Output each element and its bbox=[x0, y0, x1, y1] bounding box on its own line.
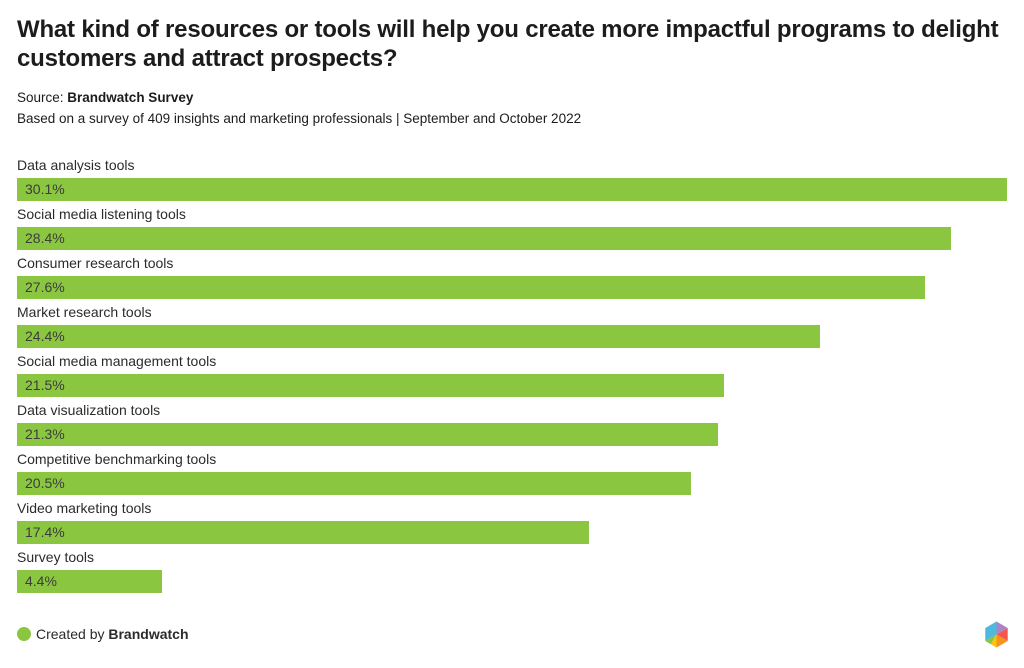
brandwatch-logo-icon bbox=[985, 621, 1008, 647]
chart-row: Competitive benchmarking tools 20.5% bbox=[17, 451, 1007, 495]
chart-row: Video marketing tools 17.4% bbox=[17, 500, 1007, 544]
chart-row: Consumer research tools 27.6% bbox=[17, 255, 1007, 299]
bar-value-label: 27.6% bbox=[25, 279, 65, 295]
bar-value-label: 20.5% bbox=[25, 475, 65, 491]
bar-value-label: 24.4% bbox=[25, 328, 65, 344]
bar-value-label: 4.4% bbox=[25, 573, 57, 589]
category-label: Data visualization tools bbox=[17, 402, 161, 418]
category-label: Competitive benchmarking tools bbox=[17, 451, 217, 467]
category-label: Consumer research tools bbox=[17, 255, 174, 271]
bar: 21.3% bbox=[17, 423, 718, 446]
page-title: What kind of resources or tools will hel… bbox=[17, 16, 999, 72]
category-label: Social media listening tools bbox=[17, 206, 186, 222]
source-name: Brandwatch Survey bbox=[67, 90, 194, 105]
bar-value-label: 30.1% bbox=[25, 181, 65, 197]
bar: 28.4% bbox=[17, 227, 952, 250]
created-by-label: Created by bbox=[36, 626, 105, 642]
category-label: Market research tools bbox=[17, 304, 152, 320]
category-label: Video marketing tools bbox=[17, 500, 152, 516]
bar-value-label: 28.4% bbox=[25, 230, 65, 246]
bar-value-label: 21.5% bbox=[25, 377, 65, 393]
bar-chart: Data analysis tools 30.1% Social media lis… bbox=[17, 157, 1007, 593]
category-label: Survey tools bbox=[17, 549, 95, 565]
survey-subtitle: Based on a survey of 409 insights and ma… bbox=[17, 111, 582, 126]
chart-row: Data visualization tools 21.3% bbox=[17, 402, 1007, 446]
category-label: Social media management tools bbox=[17, 353, 217, 369]
category-label: Data analysis tools bbox=[17, 157, 135, 173]
chart-row: Market research tools 24.4% bbox=[17, 304, 1007, 348]
chart-row: Social media listening tools 28.4% bbox=[17, 206, 1007, 250]
bar-value-label: 17.4% bbox=[25, 524, 65, 540]
bar-value-label: 21.3% bbox=[25, 426, 65, 442]
bar: 4.4% bbox=[17, 570, 162, 593]
bar: 27.6% bbox=[17, 276, 925, 299]
footer-green-dot-icon bbox=[17, 627, 31, 641]
bar: 24.4% bbox=[17, 325, 820, 348]
source-label: Source: bbox=[17, 90, 64, 105]
chart-row: Social media management tools 21.5% bbox=[17, 353, 1007, 397]
bar: 20.5% bbox=[17, 472, 692, 495]
bar: 17.4% bbox=[17, 521, 590, 544]
chart-row: Data analysis tools 30.1% bbox=[17, 157, 1007, 201]
footer: Created by Brandwatch bbox=[17, 620, 1010, 648]
bar: 30.1% bbox=[17, 178, 1007, 201]
created-by-name: Brandwatch bbox=[108, 626, 189, 642]
source-line: Source: Brandwatch Survey bbox=[17, 89, 1007, 106]
bar: 21.5% bbox=[17, 374, 725, 397]
chart-row: Survey tools 4.4% bbox=[17, 549, 1007, 593]
